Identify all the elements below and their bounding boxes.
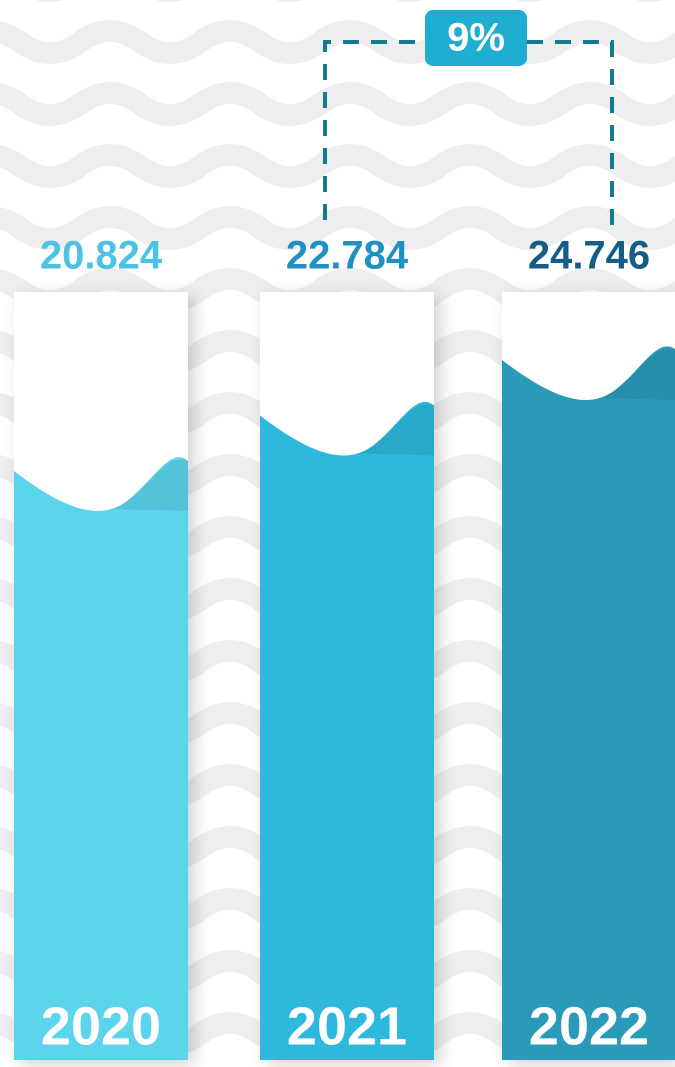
bar (260, 402, 434, 1060)
annotation: 9% (447, 16, 505, 60)
bar (502, 346, 675, 1060)
page: 9%20.824202022.784202124.7462022 (() => … (0, 0, 675, 1067)
value-label: 20.824 (40, 234, 163, 278)
chart: 9% 20.824 2020 22.784 2021 24.746 2022 (0, 0, 675, 1067)
category-label: 2021 (287, 996, 407, 1056)
wave-stripe (0, 155, 675, 177)
wave-stripe (0, 93, 675, 115)
value-label: 24.746 (528, 234, 650, 278)
value-label: 22.784 (286, 234, 409, 278)
category-label: 2020 (41, 996, 161, 1056)
bracket (325, 42, 612, 225)
category-label: 2022 (529, 996, 649, 1056)
wave-stripe (0, 31, 675, 53)
bar (14, 457, 188, 1060)
